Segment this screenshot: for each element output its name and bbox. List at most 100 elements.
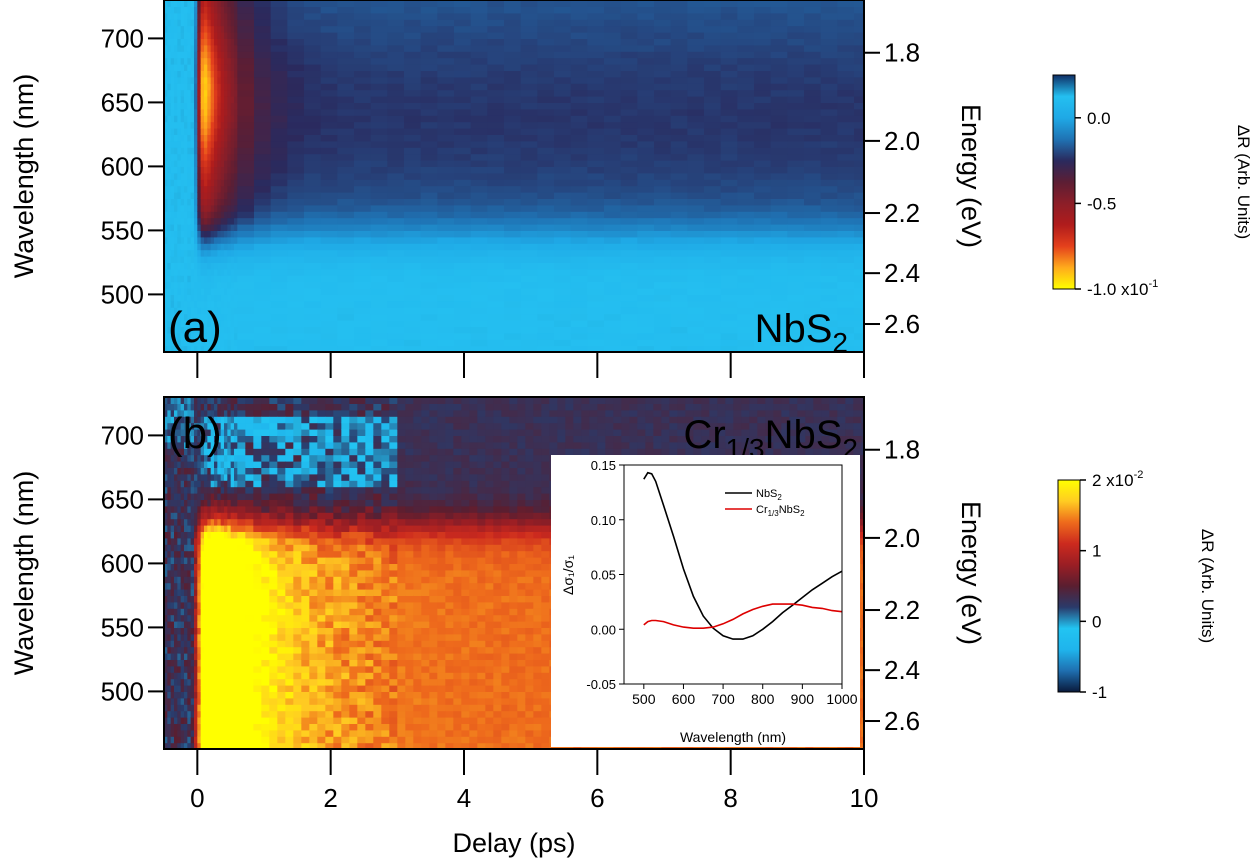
heatmap-cell [220,627,225,635]
heatmap-cell [293,665,302,673]
heatmap-cell [167,678,172,686]
heatmap-cell [210,217,215,225]
heatmap-cell [204,601,208,609]
heatmap-cell [261,627,270,635]
heatmap-cell [230,332,235,340]
heatmap-cell [420,204,438,212]
heatmap-cell [214,678,218,686]
heatmap-cell [217,25,222,33]
heatmap-cell [337,70,355,78]
heatmap-cell [404,185,422,193]
heatmap-cell [204,448,208,456]
heatmap-cell [237,249,255,257]
heatmap-cell [197,454,202,462]
heatmap-cell [230,12,235,20]
heatmap-cell [670,89,688,97]
heatmap-cell [437,115,455,123]
heatmap-cell [454,51,472,59]
heatmap-cell [287,332,305,340]
heatmap-cell [197,441,202,449]
heatmap-cell [820,172,838,180]
heatmap-cell [520,262,538,270]
heatmap-cell [210,147,215,155]
heatmap-cell [220,51,225,59]
heatmap-cell [217,416,222,424]
heatmap-cell [190,134,195,142]
heatmap-cell [177,595,182,603]
heatmap-cell [487,224,505,231]
heatmap-cell [187,332,192,340]
heatmap-cell [207,742,212,749]
heatmap-cell [637,134,655,142]
heatmap-cell [245,505,254,513]
heatmap-cell [504,339,522,347]
heatmap-cell [237,19,255,27]
heatmap-cell [654,313,672,321]
heatmap-cell [437,83,455,91]
heatmap-cell [194,608,198,616]
heatmap-cell [820,211,838,219]
heatmap-cell [354,198,372,206]
heatmap-cell [245,704,254,712]
heatmap-cell [217,44,222,52]
heatmap-cell [190,256,195,263]
heatmap-cell [200,518,205,526]
heatmap-cell [230,614,235,622]
heatmap-cell [245,576,254,584]
heatmap-cell [293,608,302,616]
heatmap-cell [404,76,422,84]
heatmap-cell [837,320,855,327]
heatmap-cell [164,499,168,507]
heatmap-cell [204,236,208,244]
heatmap-cell [370,339,388,347]
heatmap-cell [170,192,175,199]
heatmap-cell [404,172,422,180]
heatmap-cell [320,249,338,257]
heatmap-cell [187,307,192,315]
heatmap-cell [770,160,788,167]
heatmap-cell [234,633,238,641]
heatmap-cell [787,38,805,46]
heatmap-cell [470,83,488,91]
heatmap-cell [207,627,212,635]
heatmap-cell [520,313,538,321]
heatmap-cell [197,525,202,532]
heatmap-cell [194,480,198,488]
heatmap-cell [454,89,472,97]
heatmap-cell [214,6,218,14]
heatmap-cell [854,224,864,231]
heatmap-cell [570,128,588,135]
heatmap-cell [804,249,822,257]
heatmap-cell [261,409,270,417]
heatmap-cell [234,473,238,481]
heatmap-cell [214,672,218,680]
heatmap-cell [180,653,185,660]
heatmap-cell [210,332,215,340]
heatmap-cell [754,121,772,129]
heatmap-cell [207,160,212,167]
heatmap-cell [224,83,228,91]
heatmap-cell [207,217,212,225]
heatmap-cell [587,128,605,135]
heatmap-cell [245,621,254,628]
heatmap-cell [167,96,172,103]
heatmap-cell [164,89,168,97]
heatmap-cell [220,729,225,737]
heatmap-cell [187,409,192,417]
heatmap-cell [170,710,175,718]
heatmap-cell [210,493,215,500]
heatmap-cell [234,256,238,263]
heatmap-cell [470,0,488,7]
heatmap-cell [207,416,212,424]
heatmap-cell [204,467,208,475]
heatmap-cell [285,454,294,462]
heatmap-cell [637,147,655,155]
heatmap-cell [220,480,225,488]
heatmap-cell [194,179,198,187]
heatmap-cell [230,249,235,257]
heatmap-cell [224,614,228,622]
heatmap-cell [217,38,222,46]
heatmap-cell [170,262,175,270]
heatmap-cell [197,12,202,20]
heatmap-cell [214,493,218,500]
